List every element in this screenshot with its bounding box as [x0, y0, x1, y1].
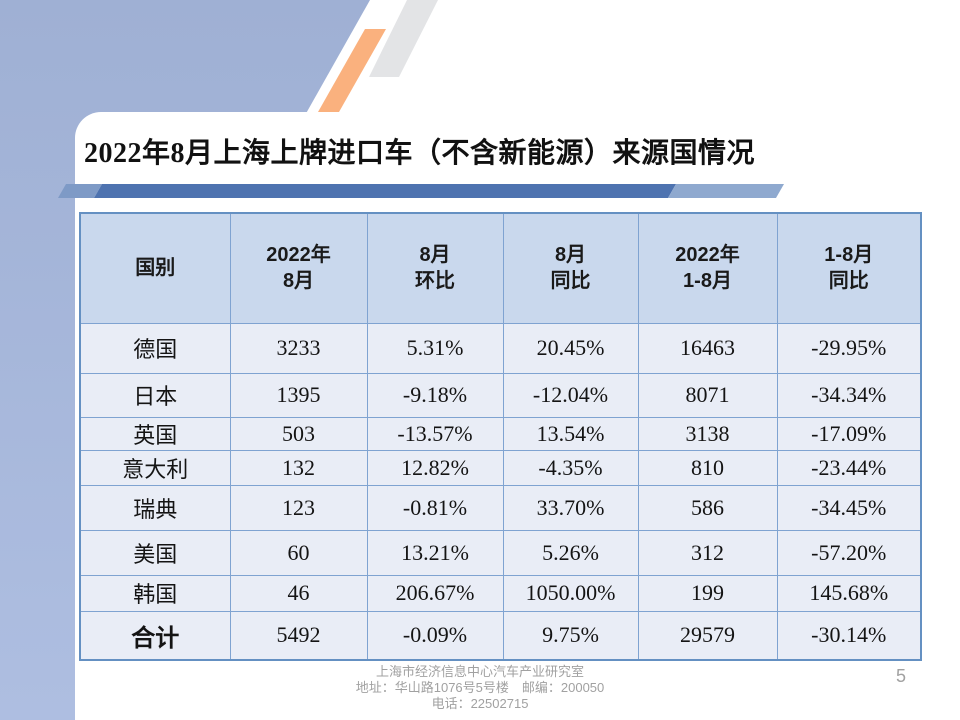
table-row: 日本 1395 -9.18% -12.04% 8071 -34.34% — [79, 372, 922, 418]
cell-country: 日本 — [79, 372, 231, 418]
cell-jan-aug-yoy: -34.34% — [776, 372, 922, 418]
cell-country: 合计 — [79, 610, 231, 661]
cell-aug-2022: 3233 — [229, 322, 368, 374]
cell-jan-aug-yoy: 145.68% — [776, 574, 922, 612]
cell-aug-2022: 123 — [229, 484, 368, 531]
table-row: 合计 5492 -0.09% 9.75% 29579 -30.14% — [79, 610, 922, 661]
cell-jan-aug-yoy: -30.14% — [776, 610, 922, 661]
cell-jan-aug: 3138 — [637, 416, 778, 451]
orange-stripe-decoration — [318, 29, 386, 112]
cell-aug-yoy: 13.54% — [502, 416, 639, 451]
cell-jan-aug: 312 — [637, 529, 778, 576]
cell-jan-aug-yoy: -17.09% — [776, 416, 922, 451]
header-jan-aug-yoy: 1-8月 同比 — [776, 212, 922, 324]
cell-aug-yoy: 1050.00% — [502, 574, 639, 612]
cell-aug-mom: -0.09% — [366, 610, 504, 661]
table-body: 德国 3233 5.31% 20.45% 16463 -29.95% 日本 13… — [79, 322, 922, 661]
header-aug-mom: 8月 环比 — [366, 212, 504, 324]
cell-jan-aug-yoy: -23.44% — [776, 449, 922, 486]
cell-country: 韩国 — [79, 574, 231, 612]
cell-aug-yoy: 20.45% — [502, 322, 639, 374]
gray-stripe-decoration — [369, 0, 438, 77]
header-aug-yoy: 8月 同比 — [502, 212, 639, 324]
cell-jan-aug-yoy: -57.20% — [776, 529, 922, 576]
band-tip-shape — [58, 184, 102, 198]
cell-aug-yoy: -4.35% — [502, 449, 639, 486]
band-tail-shape — [668, 184, 784, 198]
cell-country: 德国 — [79, 322, 231, 374]
cell-aug-mom: 13.21% — [366, 529, 504, 576]
cell-country: 意大利 — [79, 449, 231, 486]
page-title: 2022年8月上海上牌进口车（不含新能源）来源国情况 — [84, 138, 756, 169]
cell-jan-aug: 586 — [637, 484, 778, 531]
header-aug-2022: 2022年 8月 — [229, 212, 368, 324]
cell-jan-aug: 29579 — [637, 610, 778, 661]
table-row: 英国 503 -13.57% 13.54% 3138 -17.09% — [79, 416, 922, 451]
table-row: 德国 3233 5.31% 20.45% 16463 -29.95% — [79, 322, 922, 374]
cell-aug-2022: 5492 — [229, 610, 368, 661]
cell-jan-aug: 810 — [637, 449, 778, 486]
cell-aug-mom: 12.82% — [366, 449, 504, 486]
cell-aug-2022: 132 — [229, 449, 368, 486]
cell-aug-mom: -9.18% — [366, 372, 504, 418]
header-jan-aug: 2022年 1-8月 — [637, 212, 778, 324]
cell-aug-yoy: 33.70% — [502, 484, 639, 531]
cell-aug-mom: -0.81% — [366, 484, 504, 531]
table-row: 意大利 132 12.82% -4.35% 810 -23.44% — [79, 449, 922, 486]
cell-jan-aug: 8071 — [637, 372, 778, 418]
cell-jan-aug-yoy: -34.45% — [776, 484, 922, 531]
cell-country: 美国 — [79, 529, 231, 576]
cell-aug-mom: 206.67% — [366, 574, 504, 612]
cell-country: 英国 — [79, 416, 231, 451]
cell-aug-mom: -13.57% — [366, 416, 504, 451]
cell-aug-2022: 503 — [229, 416, 368, 451]
footer-line-phone: 电话：22502715 — [431, 696, 529, 711]
header-country: 国别 — [79, 212, 231, 324]
import-car-table: 国别 2022年 8月 8月 环比 8月 同比 2022年 1-8月 1-8月 … — [79, 212, 922, 661]
cell-aug-2022: 60 — [229, 529, 368, 576]
blue-diagonal-decoration — [0, 0, 370, 133]
cell-aug-yoy: 5.26% — [502, 529, 639, 576]
footer-line-address: 地址：华山路1076号5号楼 邮编：200050 — [355, 680, 605, 695]
band-main-shape — [94, 184, 676, 198]
page-number: 5 — [895, 666, 906, 686]
table-row: 美国 60 13.21% 5.26% 312 -57.20% — [79, 529, 922, 576]
footer-line-org: 上海市经济信息中心汽车产业研究室 — [375, 664, 584, 679]
cell-aug-yoy: -12.04% — [502, 372, 639, 418]
cell-country: 瑞典 — [79, 484, 231, 531]
table-row: 瑞典 123 -0.81% 33.70% 586 -34.45% — [79, 484, 922, 531]
footer: 上海市经济信息中心汽车产业研究室 地址：华山路1076号5号楼 邮编：20005… — [0, 664, 960, 712]
cell-aug-2022: 46 — [229, 574, 368, 612]
cell-aug-yoy: 9.75% — [502, 610, 639, 661]
cell-aug-2022: 1395 — [229, 372, 368, 418]
cell-jan-aug-yoy: -29.95% — [776, 322, 922, 374]
table-header-row: 国别 2022年 8月 8月 环比 8月 同比 2022年 1-8月 1-8月 … — [79, 212, 922, 324]
cell-aug-mom: 5.31% — [366, 322, 504, 374]
cell-jan-aug: 199 — [637, 574, 778, 612]
table-row: 韩国 46 206.67% 1050.00% 199 145.68% — [79, 574, 922, 612]
cell-jan-aug: 16463 — [637, 322, 778, 374]
